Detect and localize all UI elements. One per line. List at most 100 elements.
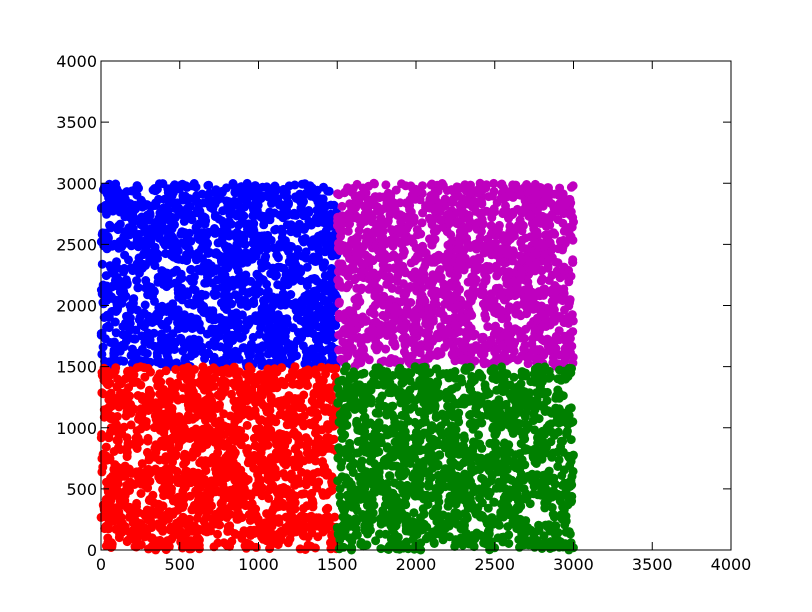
data-point	[299, 367, 309, 377]
data-point	[282, 210, 292, 220]
data-point	[479, 359, 489, 369]
data-point	[519, 293, 529, 303]
data-point	[457, 183, 467, 193]
data-point	[150, 452, 160, 462]
data-point	[103, 240, 113, 250]
data-point	[134, 253, 144, 263]
data-point	[560, 354, 570, 364]
data-point	[568, 235, 578, 245]
data-point	[216, 499, 226, 509]
data-point	[196, 325, 206, 335]
data-point	[565, 298, 574, 308]
data-point	[122, 210, 132, 220]
data-point	[351, 234, 360, 244]
data-point	[506, 336, 516, 346]
data-point	[115, 237, 125, 247]
data-point	[161, 452, 171, 462]
data-point	[188, 414, 198, 424]
data-point	[299, 489, 309, 499]
data-point	[111, 307, 121, 316]
data-point	[323, 404, 333, 413]
data-point	[242, 178, 252, 188]
data-point	[564, 197, 574, 207]
data-point	[505, 188, 515, 198]
data-point	[275, 199, 285, 209]
data-point	[322, 324, 332, 334]
data-point	[496, 194, 506, 204]
data-point	[301, 208, 310, 217]
data-point	[100, 509, 110, 519]
data-point	[104, 518, 114, 528]
data-point	[330, 512, 340, 522]
data-point	[209, 363, 219, 373]
data-point	[259, 370, 269, 380]
data-point	[161, 366, 171, 376]
data-point	[463, 197, 473, 207]
data-point	[405, 195, 415, 205]
data-point	[452, 289, 462, 298]
data-point	[352, 299, 362, 309]
data-point	[518, 221, 528, 231]
data-point	[101, 207, 111, 217]
data-point	[302, 469, 312, 479]
data-point	[158, 339, 168, 349]
data-point	[180, 369, 190, 379]
data-point	[546, 190, 556, 199]
data-point	[379, 257, 389, 267]
data-point	[559, 318, 569, 328]
data-point	[323, 286, 333, 296]
data-point	[168, 329, 178, 339]
data-point	[326, 209, 336, 219]
data-point	[131, 437, 141, 447]
data-point	[211, 290, 221, 300]
data-point	[200, 278, 210, 288]
data-point	[401, 318, 411, 328]
data-point	[321, 201, 331, 211]
data-point	[171, 239, 181, 249]
data-point	[254, 329, 264, 339]
data-point	[275, 410, 285, 420]
data-point	[196, 430, 206, 440]
data-point	[309, 348, 318, 358]
data-point	[263, 426, 272, 436]
data-point	[254, 429, 263, 439]
data-point	[260, 296, 270, 306]
data-point	[426, 180, 436, 190]
data-point	[151, 464, 161, 474]
data-point	[124, 504, 134, 514]
data-point	[456, 234, 466, 244]
data-point	[162, 324, 172, 333]
data-point	[165, 377, 175, 387]
data-point	[282, 192, 292, 202]
data-point	[474, 184, 484, 194]
data-point	[149, 287, 159, 297]
data-point	[309, 388, 319, 398]
data-point	[174, 503, 184, 513]
series-0	[96, 178, 342, 371]
data-point	[517, 255, 527, 265]
data-point	[256, 309, 266, 318]
data-point	[146, 389, 156, 399]
data-point	[221, 183, 231, 193]
data-point	[115, 496, 125, 506]
data-point	[310, 543, 320, 553]
data-point	[567, 222, 577, 232]
data-point	[529, 249, 539, 259]
data-point	[267, 198, 276, 208]
data-point	[413, 230, 422, 240]
data-point	[261, 332, 271, 342]
data-point	[559, 226, 569, 236]
data-point	[120, 197, 130, 207]
data-point	[193, 264, 203, 274]
data-point	[180, 482, 190, 492]
data-point	[207, 401, 217, 411]
data-point	[292, 222, 302, 232]
data-point	[485, 241, 495, 251]
data-point	[472, 244, 481, 254]
data-point	[381, 180, 391, 190]
data-point	[177, 295, 187, 305]
data-point	[529, 345, 538, 355]
data-point	[322, 335, 332, 345]
data-point	[169, 181, 178, 191]
data-point	[443, 248, 453, 258]
